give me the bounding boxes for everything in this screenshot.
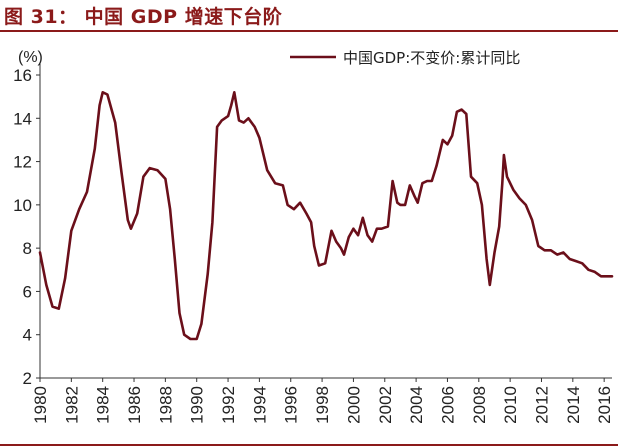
x-tick-label: 1980 [31,386,50,424]
x-tick-label: 2008 [470,386,489,424]
x-tick-label: 1982 [62,386,81,424]
x-tick-label: 2000 [344,386,363,424]
y-tick-label: 12 [13,153,32,172]
y-axis-ticks: 2 4 6 8 10 12 14 16 [13,66,40,388]
x-tick-label: 2010 [501,386,520,424]
x-tick-label: 1996 [282,386,301,424]
x-tick-label: 1990 [188,386,207,424]
figure-title: 图 31： 中国 GDP 增速下台阶 [4,6,283,28]
x-axis-ticks: 1980 1982 1984 1986 1988 1990 1992 1994 1996 1998… [31,378,614,424]
x-tick-label: 1998 [313,386,332,424]
y-tick-label: 4 [23,326,32,345]
x-tick-label: 2002 [376,386,395,424]
x-tick-label: 1994 [250,386,269,424]
x-tick-label: 1992 [219,386,238,424]
x-tick-label: 2014 [564,386,583,424]
y-tick-label: 6 [23,282,32,301]
chart-legend: 中国GDP:不变价:累计同比 [290,49,520,67]
y-tick-label: 14 [13,109,32,128]
chart-series [38,91,614,341]
bottom-divider [0,444,618,446]
y-tick-label: 10 [13,196,32,215]
y-tick-label: 8 [23,239,32,258]
legend-entry-label: 中国GDP:不变价:累计同比 [343,49,520,67]
x-tick-label: 1984 [94,386,113,424]
title-divider [0,30,618,32]
y-tick-label: 2 [23,369,32,388]
y-axis-unit-label: (%) [18,49,43,66]
x-tick-label: 1986 [125,386,144,424]
y-tick-label: 16 [13,66,32,85]
x-tick-label: 2012 [532,386,551,424]
chart-axes [39,63,612,379]
x-tick-label: 2006 [438,386,457,424]
x-tick-label: 2004 [407,386,426,424]
x-tick-label: 1988 [156,386,175,424]
series-line-gdp [38,91,614,341]
x-tick-label: 2016 [595,386,614,424]
